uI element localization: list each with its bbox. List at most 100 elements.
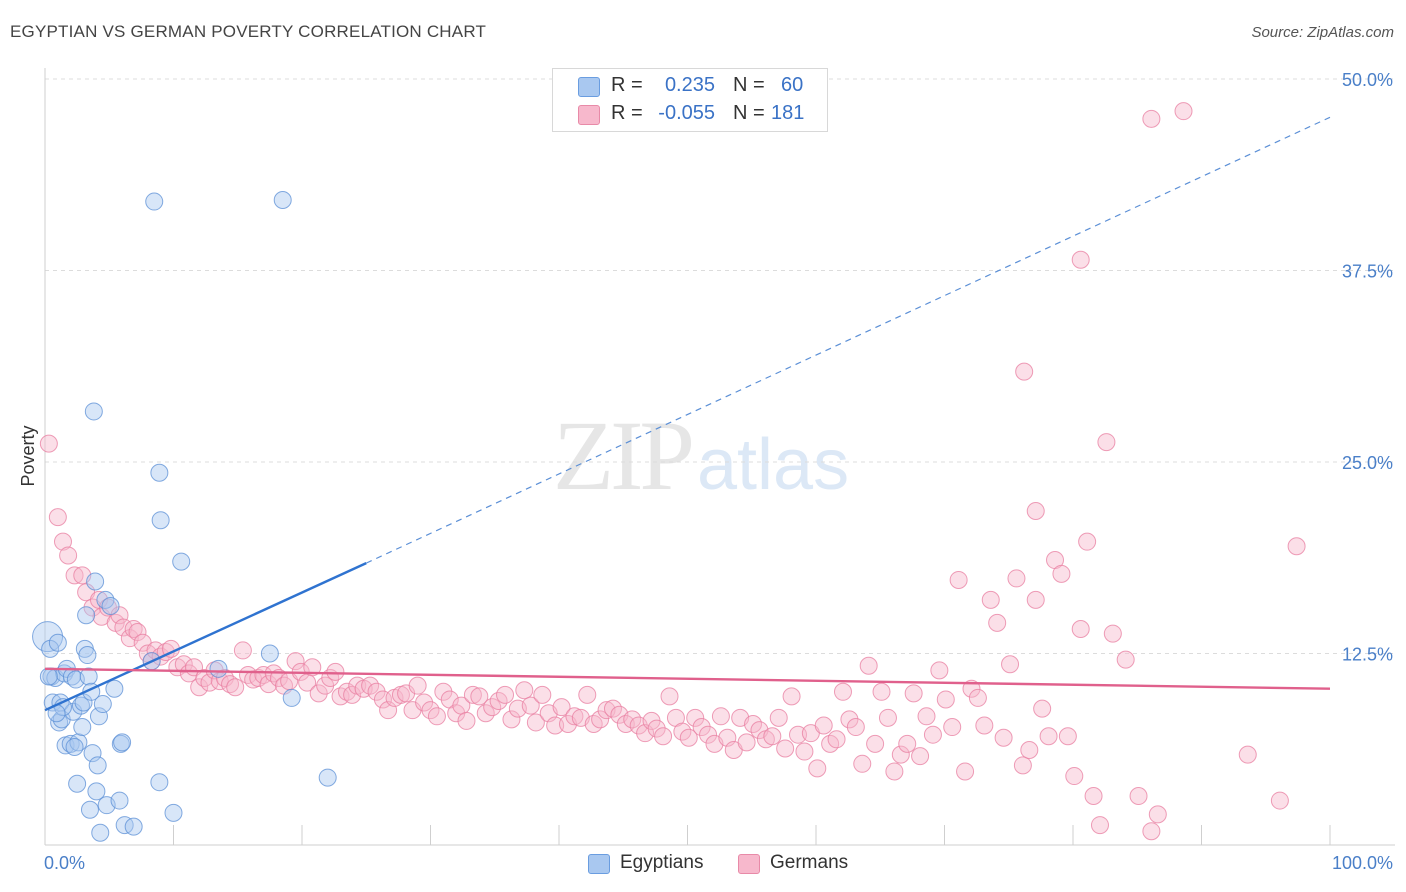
- trend-line-germans: [44, 667, 1331, 690]
- point-egyptians: [68, 774, 87, 793]
- point-germans: [578, 685, 597, 704]
- point-germans: [943, 718, 962, 737]
- chart-title: EGYPTIAN VS GERMAN POVERTY CORRELATION C…: [10, 22, 487, 41]
- y-tick-label: 25.0%: [1342, 453, 1393, 473]
- trend-lines: [44, 562, 1331, 712]
- point-germans: [408, 676, 427, 695]
- point-germans: [866, 734, 885, 753]
- legend-swatch-egyptians: [588, 854, 610, 874]
- point-germans: [59, 546, 78, 565]
- source-label: Source: ZipAtlas.com: [1251, 24, 1394, 41]
- point-egyptians: [124, 817, 143, 836]
- point-egyptians: [101, 597, 120, 616]
- point-germans: [1129, 786, 1148, 805]
- point-germans: [215, 669, 234, 688]
- point-germans: [434, 682, 453, 701]
- point-egyptians: [88, 756, 107, 775]
- point-germans: [660, 687, 679, 706]
- point-egyptians: [164, 803, 183, 822]
- point-germans: [846, 718, 865, 737]
- point-germans: [962, 679, 981, 698]
- point-germans: [833, 682, 852, 701]
- point-germans: [840, 710, 859, 729]
- point-germans: [821, 734, 840, 753]
- point-germans: [1084, 786, 1103, 805]
- point-germans: [457, 711, 476, 730]
- point-germans: [303, 658, 322, 677]
- legend-n-value: 60: [781, 74, 804, 96]
- legend-n-value: 181: [771, 102, 805, 124]
- point-germans: [1103, 624, 1122, 643]
- point-egyptians: [151, 511, 170, 530]
- point-egyptians: [172, 552, 191, 571]
- point-egyptians: [113, 733, 132, 752]
- point-egyptians: [93, 695, 112, 714]
- point-germans: [737, 733, 756, 752]
- point-germans: [769, 708, 788, 727]
- point-germans: [853, 754, 872, 773]
- point-egyptians: [96, 590, 115, 609]
- point-germans: [546, 716, 565, 735]
- point-egyptians: [65, 737, 84, 756]
- point-germans: [699, 725, 718, 744]
- point-germans: [898, 734, 917, 753]
- point-germans: [470, 687, 489, 706]
- point-germans: [654, 727, 673, 746]
- y-axis-label: Poverty: [18, 425, 38, 486]
- point-germans: [1026, 590, 1045, 609]
- point-germans: [872, 682, 891, 701]
- point-egyptians: [273, 191, 292, 210]
- x-tick-label: 100.0%: [1332, 853, 1393, 873]
- point-germans: [427, 707, 446, 726]
- point-egyptians: [48, 633, 67, 652]
- legend-r-label: R =: [611, 74, 643, 96]
- point-egyptians: [77, 606, 96, 625]
- point-germans: [956, 762, 975, 781]
- point-egyptians: [260, 644, 279, 663]
- point-germans: [502, 710, 521, 729]
- point-egyptians: [86, 572, 105, 591]
- legend-row-egyptians: R = 0.235 N = 60: [553, 72, 827, 100]
- trend-extension-egyptians: [365, 116, 1331, 564]
- point-germans: [1015, 362, 1034, 381]
- point-egyptians: [78, 646, 97, 665]
- point-germans: [1071, 619, 1090, 638]
- legend-n-label: N =: [733, 74, 765, 96]
- watermark-atlas: atlas: [697, 425, 850, 505]
- point-germans: [763, 727, 782, 746]
- legend-item-germans[interactable]: Germans: [738, 852, 868, 878]
- point-germans: [692, 718, 711, 737]
- point-germans: [782, 687, 801, 706]
- point-germans: [309, 684, 328, 703]
- point-germans: [1065, 767, 1084, 786]
- point-germans: [1001, 655, 1020, 674]
- point-germans: [286, 652, 305, 671]
- point-germans: [521, 696, 540, 715]
- point-germans: [128, 623, 147, 642]
- legend-item-egyptians[interactable]: Egyptians: [588, 852, 718, 878]
- point-germans: [233, 641, 252, 660]
- point-germans: [923, 725, 942, 744]
- point-germans: [1007, 569, 1026, 588]
- point-germans: [367, 682, 386, 701]
- point-germans: [515, 681, 534, 700]
- point-germans: [904, 684, 923, 703]
- y-tick-label: 37.5%: [1342, 262, 1393, 282]
- point-germans: [533, 685, 552, 704]
- point-germans: [795, 742, 814, 761]
- point-germans: [331, 687, 350, 706]
- point-germans: [1090, 816, 1109, 835]
- point-germans: [552, 698, 571, 717]
- point-egyptians: [145, 192, 164, 211]
- point-germans: [936, 690, 955, 709]
- point-egyptians: [73, 718, 92, 737]
- point-germans: [930, 661, 949, 680]
- point-egyptians: [110, 791, 129, 810]
- point-germans: [975, 716, 994, 735]
- point-germans: [584, 714, 603, 733]
- point-egyptians: [84, 402, 103, 421]
- point-egyptians: [209, 659, 228, 678]
- point-germans: [1020, 741, 1039, 760]
- point-germans: [1238, 745, 1257, 764]
- point-germans: [1033, 699, 1052, 718]
